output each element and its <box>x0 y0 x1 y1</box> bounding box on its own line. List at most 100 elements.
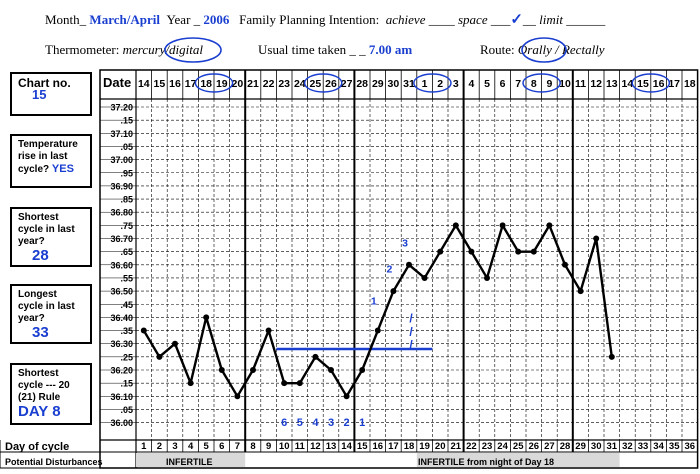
temperature-point <box>499 222 506 229</box>
temperature-point <box>218 367 225 373</box>
date-label: 18 <box>200 78 212 90</box>
temperature-point <box>484 274 490 281</box>
header-row-1: Month_ March/April Year _ 2006 Family Pl… <box>45 10 605 29</box>
temp-rise-label: Temperature rise in last cycle? <box>18 139 78 175</box>
date-label: 7 <box>515 78 521 90</box>
cycle-day-label: 18 <box>404 441 415 452</box>
date-label: 18 <box>684 78 696 90</box>
cycle-day-label: 4 <box>188 441 194 452</box>
month-value: March/April <box>89 12 160 27</box>
date-label: 24 <box>294 78 306 90</box>
temperature-point <box>250 367 256 373</box>
time-row: Usual time taken _ _ 7.00 am <box>258 42 412 58</box>
high-count-label: 1 <box>371 295 377 307</box>
intention-label: Family Planning Intention: <box>239 12 380 27</box>
infertile-from-shade <box>416 453 620 467</box>
temperature-point <box>265 327 272 334</box>
cycle-day-label: 7 <box>235 441 240 452</box>
date-circle <box>631 73 671 93</box>
date-circle <box>522 73 561 93</box>
cycle-day-label: 3 <box>172 441 177 452</box>
intention-achieve: achieve ____ <box>385 12 455 27</box>
chart-labels: 37.20 .15 37.10 .05 37.00 .95 36.90 .85 36.80 .75… <box>103 75 696 452</box>
cycle-day-label: 35 <box>669 441 680 452</box>
date-label: 25 <box>310 78 322 90</box>
date-label: 17 <box>668 78 680 90</box>
y-tick-label: .75 <box>120 221 133 231</box>
cycle-day-label: 8 <box>250 441 255 452</box>
chart-no-box: Chart no. 15 <box>10 72 92 116</box>
infertile-label: INFERTILE <box>166 457 213 467</box>
cycle-day-label: 1 <box>141 441 147 452</box>
thermometer-value: mercury/digital <box>122 42 204 57</box>
y-tick-label: 36.20 <box>110 366 133 376</box>
date-label: 3 <box>453 78 459 90</box>
shortest-cycle-label: Shortest cycle in last year? <box>18 212 75 247</box>
rule-box: Shortest cycle --- 20 (21) Rule DAY 8 <box>10 363 92 425</box>
low-count-label: 4 <box>312 417 319 429</box>
cycle-day-label: 30 <box>591 441 602 452</box>
temperature-point <box>234 393 241 400</box>
date-label: 31 <box>403 78 415 90</box>
date-label: 14 <box>622 78 634 90</box>
temperature-point <box>312 353 319 360</box>
year-label: Year _ <box>166 12 201 27</box>
chart-no-label: Chart no. <box>18 76 71 90</box>
slash-mark: / <box>409 338 413 352</box>
cycle-day-label: 28 <box>560 441 571 452</box>
date-label: 4 <box>468 78 474 90</box>
longest-cycle-box: Longest cycle in last year? 33 <box>10 284 92 344</box>
rule-value: DAY 8 <box>18 403 61 420</box>
date-label: 15 <box>154 78 166 90</box>
date-label: 19 <box>216 78 228 90</box>
thermometer-label-row: Thermometer: mercury/digital <box>45 42 203 58</box>
y-tick-label: .15 <box>120 379 133 389</box>
temperature-point <box>156 353 163 360</box>
cycle-day-label: 17 <box>388 441 399 452</box>
digital-circle <box>164 37 222 63</box>
cycle-day-label: 10 <box>279 441 290 452</box>
y-tick-label: 36.40 <box>110 313 133 323</box>
longest-cycle-label: Longest cycle in last year? <box>18 289 75 324</box>
temperature-point <box>406 261 412 268</box>
cycle-day-label: 11 <box>295 441 306 452</box>
low-count-label: 3 <box>328 417 334 429</box>
header-circles <box>164 37 567 63</box>
slash-mark: / <box>409 312 413 326</box>
date-label: 21 <box>247 78 259 90</box>
chart-frame <box>99 69 699 469</box>
date-label: 13 <box>606 78 618 90</box>
temperature-point <box>608 353 615 360</box>
cycle-day-label: 24 <box>497 441 508 452</box>
temperature-point <box>328 367 334 373</box>
temperature-point <box>187 380 194 387</box>
intention-space: space ___ <box>457 12 511 27</box>
date-label: 14 <box>138 78 150 90</box>
date-label: 22 <box>263 78 275 90</box>
cycle-day-label: 31 <box>607 441 618 452</box>
temperature-point <box>172 340 178 347</box>
low-count-label: 6 <box>281 417 287 429</box>
date-label: 17 <box>185 78 197 90</box>
cycle-day-label: 33 <box>638 441 649 452</box>
y-tick-label: .25 <box>120 352 133 362</box>
date-label: 29 <box>372 78 384 90</box>
date-label: 26 <box>325 78 337 90</box>
chart-grid <box>0 69 699 469</box>
low-count-label: 5 <box>297 417 303 429</box>
cycle-day-label: 21 <box>451 441 462 452</box>
y-tick-label: 36.00 <box>110 418 133 428</box>
time-value: 7.00 am <box>368 42 413 57</box>
temperature-point <box>421 274 428 281</box>
intention-limit: limit ______ <box>539 12 606 27</box>
chart-no-value: 15 <box>32 87 47 102</box>
cycle-day-label: 5 <box>204 441 210 452</box>
orally-circle <box>521 37 567 63</box>
cycle-day-label: 27 <box>544 441 555 452</box>
temperature-point <box>140 327 147 334</box>
slash-mark: / <box>409 325 413 339</box>
temperature-point <box>577 288 584 295</box>
cycle-day-label: 23 <box>482 441 493 452</box>
y-tick-label: .15 <box>120 116 133 126</box>
y-tick-label: 36.30 <box>110 339 133 349</box>
